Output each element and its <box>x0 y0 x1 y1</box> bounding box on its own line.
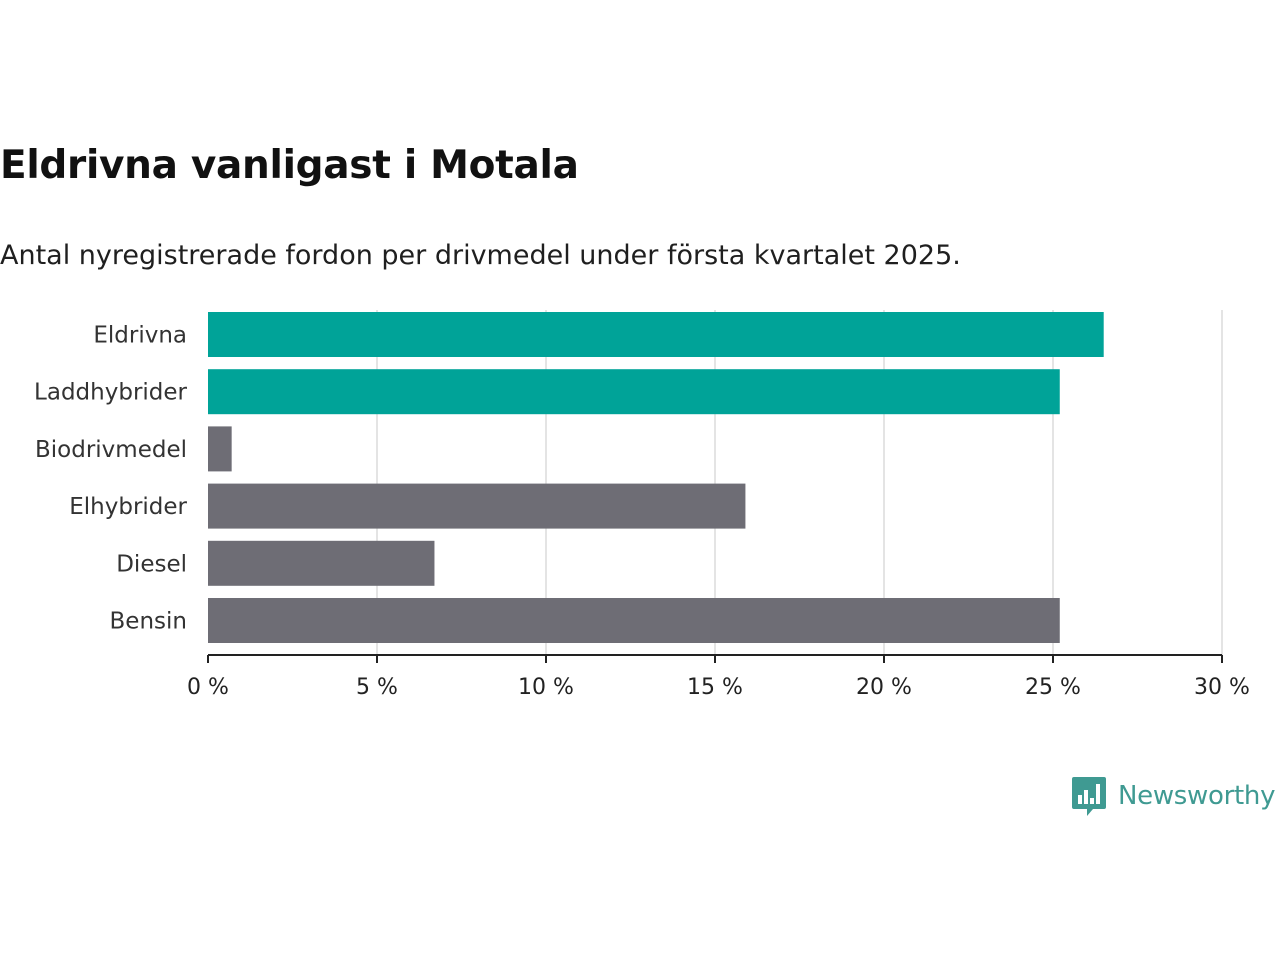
gridlines <box>376 310 1223 655</box>
newsworthy-logo-icon <box>1072 777 1106 816</box>
brand-logo: Newsworthy <box>1072 776 1275 816</box>
category-label: Bensin <box>110 609 187 635</box>
x-tick-label: 25 % <box>1025 675 1081 700</box>
x-axis: 0 % 5 % 10 % 15 % 20 % 25 % 30 % <box>187 654 1250 700</box>
bar-diesel <box>208 540 435 586</box>
category-label: Biodrivmedel <box>35 437 187 463</box>
category-label: Laddhybrider <box>34 380 187 406</box>
category-label: Elhybrider <box>69 494 187 520</box>
bars <box>208 312 1104 643</box>
x-tick-label: 30 % <box>1194 675 1250 700</box>
x-tick-label: 5 % <box>356 675 398 700</box>
bar-eldrivna <box>208 312 1104 357</box>
chart-subtitle: Antal nyregistrerade fordon per drivmede… <box>0 240 961 271</box>
x-tick-label: 20 % <box>856 675 912 700</box>
bar-chart: Eldrivna Laddhybrider Biodrivmedel Elhybrid… <box>34 310 1250 700</box>
x-tick-label: 0 % <box>187 675 229 700</box>
bar-bensin <box>208 598 1060 643</box>
x-tick-label: 10 % <box>518 675 574 700</box>
bar-elhybrider <box>208 483 746 529</box>
bar-biodrivmedel <box>208 426 232 472</box>
category-labels: Eldrivna Laddhybrider Biodrivmedel Elhybrid… <box>34 323 187 635</box>
brand-name: Newsworthy <box>1118 781 1276 811</box>
x-tick-label: 15 % <box>687 675 743 700</box>
chart-title: Eldrivna vanligast i Motala <box>0 143 579 188</box>
category-label: Eldrivna <box>93 323 187 349</box>
bar-laddhybrider <box>208 369 1060 415</box>
category-label: Diesel <box>116 551 187 577</box>
